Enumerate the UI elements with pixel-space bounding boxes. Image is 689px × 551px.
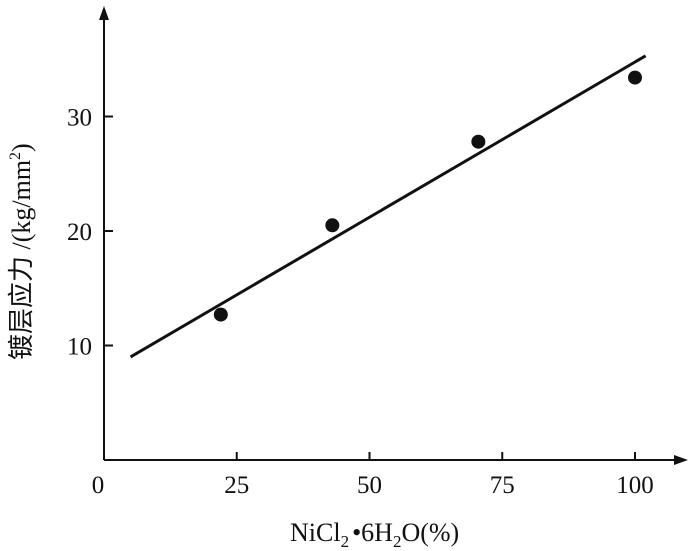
trend-line (129, 54, 647, 359)
x-tick-label: 0 (92, 472, 105, 499)
data-point (471, 134, 486, 149)
plot-area (129, 54, 647, 359)
y-axis-title: 镀层应力 /(kg/mm2) (7, 143, 36, 360)
data-point (213, 307, 228, 322)
x-tick-label: 25 (224, 472, 249, 499)
x-tick-label: 100 (616, 472, 654, 499)
x-tick-label: 75 (490, 472, 515, 499)
data-point (325, 218, 340, 233)
data-point (628, 70, 642, 85)
x-axis-arrow (674, 455, 688, 465)
y-tick-label: 10 (67, 334, 92, 361)
ticks: 0 25 50 75 100 10 20 30 (67, 105, 654, 500)
y-tick-label: 20 (67, 219, 92, 246)
x-axis-title: NiCl2 •6H2O(%) (290, 518, 459, 551)
x-tick-label: 50 (357, 472, 382, 499)
axes (99, 6, 688, 465)
y-axis-arrow (99, 6, 109, 20)
y-tick-label: 30 (67, 105, 92, 132)
